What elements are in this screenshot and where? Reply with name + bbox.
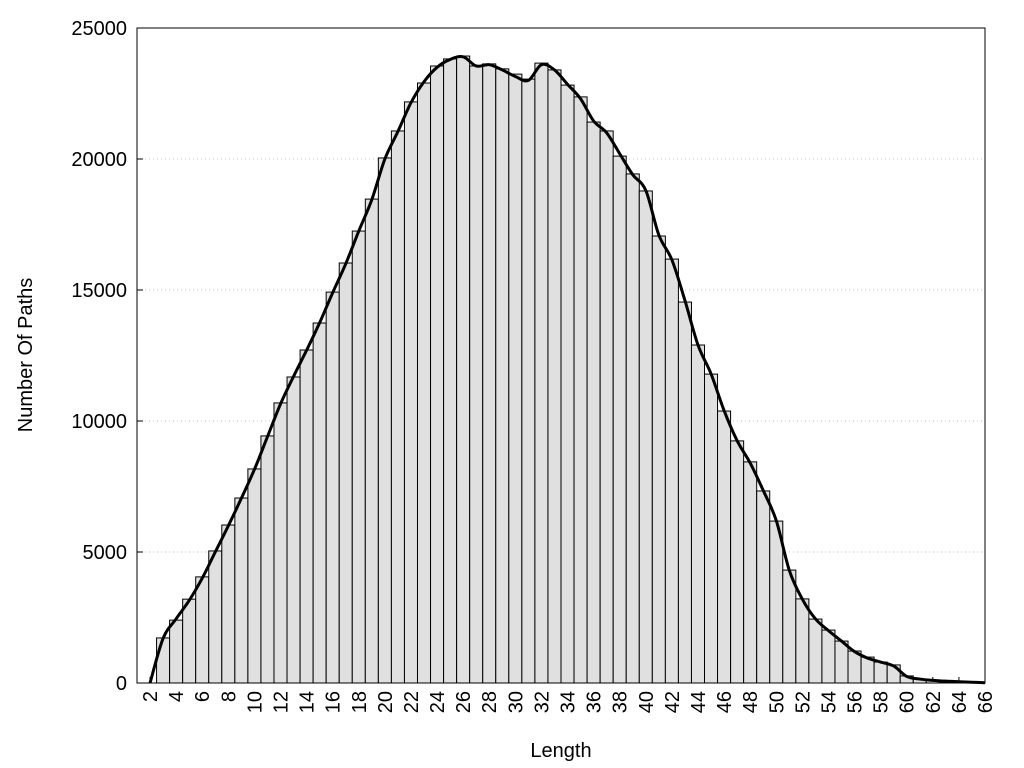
bar — [273, 402, 288, 684]
bar — [377, 157, 392, 684]
bar — [456, 55, 471, 684]
bar — [586, 121, 601, 684]
bar — [782, 569, 797, 684]
bar — [873, 661, 888, 684]
x-tick-label: 10 — [244, 691, 266, 713]
x-tick-label: 60 — [897, 691, 919, 713]
bar — [612, 155, 627, 684]
bar — [390, 130, 405, 684]
x-tick-label: 20 — [375, 691, 397, 713]
x-tick-label: 26 — [453, 691, 475, 713]
x-tick-label: 28 — [479, 691, 501, 713]
bar — [351, 230, 366, 684]
y-tick-label: 15000 — [71, 280, 127, 302]
bar — [808, 618, 823, 684]
x-tick-label: 8 — [218, 691, 240, 702]
bar — [299, 349, 314, 684]
bar — [286, 376, 301, 684]
y-tick-label: 0 — [116, 673, 127, 695]
x-tick-label: 38 — [610, 691, 632, 713]
x-tick-label: 58 — [871, 691, 893, 713]
bar — [416, 82, 432, 684]
bar — [560, 84, 575, 684]
x-tick-label: 32 — [531, 691, 553, 713]
x-tick-label: 44 — [688, 691, 710, 713]
bar — [495, 68, 510, 684]
bar — [625, 173, 640, 684]
bar — [403, 101, 418, 684]
bar — [743, 461, 758, 684]
bar — [312, 322, 327, 684]
bar — [156, 637, 171, 684]
x-tick-label: 6 — [192, 691, 214, 702]
bar — [195, 576, 210, 684]
x-axis-label: Length — [530, 740, 591, 762]
bar — [638, 190, 653, 684]
bar — [338, 262, 353, 684]
x-tick-label: 36 — [584, 691, 606, 713]
x-tick-label: 52 — [792, 691, 814, 713]
bar — [430, 65, 445, 684]
bar — [443, 58, 458, 684]
bar — [182, 598, 197, 684]
x-tick-label: 16 — [323, 691, 345, 713]
x-tick-label: 66 — [975, 691, 997, 713]
x-tick-label: 40 — [636, 691, 658, 713]
bar — [482, 63, 497, 684]
x-tick-label: 54 — [818, 691, 840, 713]
bar — [547, 69, 562, 684]
plot-frame — [136, 27, 986, 684]
x-tick-label: 34 — [558, 691, 580, 713]
bar — [677, 301, 692, 684]
line — [148, 55, 986, 685]
x-tick-label: 46 — [714, 691, 736, 713]
bar — [573, 96, 588, 684]
x-tick-label: 14 — [297, 691, 319, 713]
x-tick-label: 24 — [427, 691, 449, 713]
x-tick-label: 30 — [505, 691, 527, 713]
y-tick-label: 20000 — [71, 149, 127, 171]
x-tick-label: 50 — [766, 691, 788, 713]
bar — [325, 291, 340, 684]
bar — [221, 524, 236, 684]
bar — [704, 373, 719, 684]
bar — [821, 629, 836, 684]
bar — [795, 598, 810, 684]
bar — [717, 410, 732, 684]
y-tick-label: 10000 — [71, 411, 127, 433]
bar — [260, 435, 275, 684]
bar — [247, 468, 262, 684]
bar — [664, 258, 679, 684]
bar — [364, 198, 379, 684]
x-tick-label: 22 — [401, 691, 423, 713]
x-tick-label: 56 — [845, 691, 867, 713]
x-tick-label: 42 — [662, 691, 684, 713]
bar — [234, 497, 249, 684]
bar — [769, 520, 784, 684]
x-tick-label: 4 — [166, 691, 188, 702]
bar — [521, 78, 536, 684]
bar — [534, 62, 549, 684]
bar — [508, 73, 523, 684]
x-tick-label: 12 — [271, 691, 293, 713]
y-tick-label: 5000 — [83, 542, 128, 564]
x-tick-label: 62 — [923, 691, 945, 713]
y-axis-label: Number Of Paths — [15, 278, 37, 433]
bar — [756, 490, 771, 684]
bar — [469, 65, 484, 684]
bar — [834, 640, 849, 684]
bar — [651, 235, 666, 684]
x-tick-label: 48 — [740, 691, 762, 713]
bar — [730, 440, 745, 684]
bar — [690, 344, 706, 684]
y-tick-label: 25000 — [71, 18, 127, 40]
x-tick-label: 64 — [949, 691, 971, 713]
x-tick-label: 18 — [349, 691, 371, 713]
bar — [599, 130, 614, 684]
bar — [208, 550, 223, 684]
bar — [169, 619, 184, 684]
x-tick-label: 2 — [140, 691, 162, 702]
